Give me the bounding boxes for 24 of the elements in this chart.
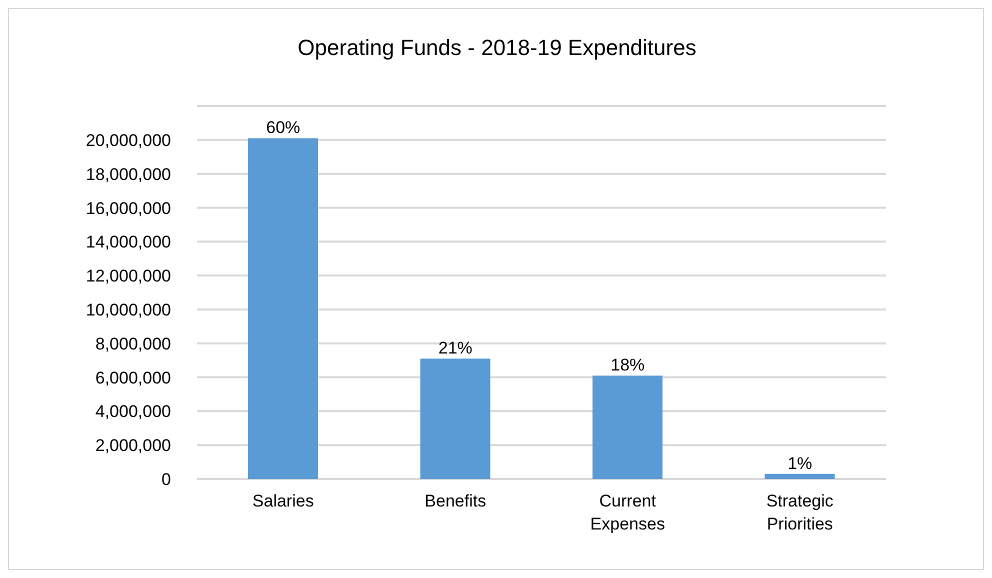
y-tick-label: 4,000,000 [95, 402, 171, 422]
annotation: 60% [266, 118, 300, 138]
annotation: 1% [788, 454, 812, 473]
bar [764, 474, 835, 479]
y-tick-label: 0 [162, 470, 171, 490]
chart-title: Operating Funds - 2018-19 Expenditures [296, 35, 698, 61]
bar [248, 138, 318, 479]
y-tick-label: 14,000,000 [86, 232, 171, 252]
y-tick-label: 6,000,000 [95, 368, 171, 388]
x-tick-label: Benefits [424, 491, 486, 510]
y-tick-label: 8,000,000 [95, 334, 171, 354]
bar [420, 358, 490, 479]
x-tick-label: Salaries [252, 491, 314, 510]
annotation: 18% [610, 356, 645, 375]
x-tick-label: Current Expenses [590, 491, 665, 534]
y-tick-label: 12,000,000 [86, 266, 171, 286]
annotation: 21% [438, 338, 472, 358]
y-tick-label: 10,000,000 [86, 300, 171, 320]
y-tick-label: 20,000,000 [86, 130, 171, 150]
bar [592, 376, 662, 479]
y-tick-label: 18,000,000 [86, 164, 171, 184]
y-tick-label: 2,000,000 [95, 436, 171, 456]
y-tick-label: 16,000,000 [86, 198, 171, 218]
x-tick-label: Strategic Priorities [766, 491, 834, 534]
